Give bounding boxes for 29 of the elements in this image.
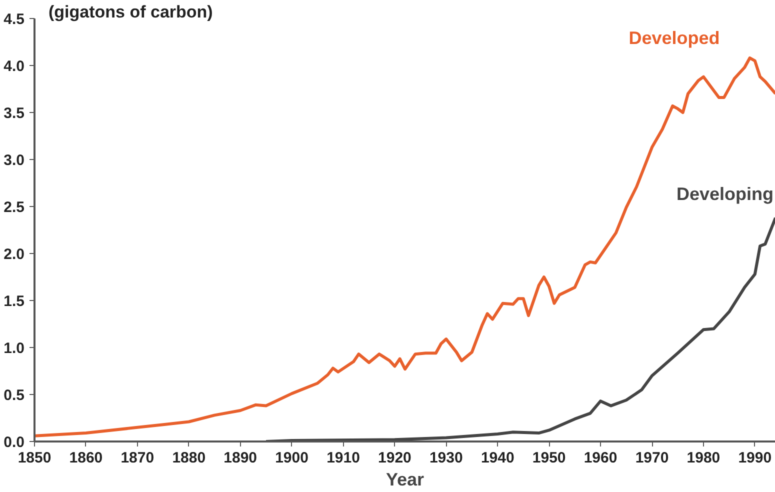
x-tick-label: 1990 [738, 450, 772, 466]
y-tick-label: 4.0 [4, 58, 25, 75]
x-tick-label: 1900 [275, 450, 308, 466]
series-label: Developing [676, 184, 774, 204]
x-tick-label: 1930 [429, 450, 463, 466]
x-tick-label: 1880 [172, 450, 206, 466]
x-tick-label: 1890 [224, 450, 258, 466]
y-tick-label: 3.0 [4, 152, 25, 169]
x-tick-label: 1920 [378, 450, 412, 466]
y-tick-label: 2.5 [4, 199, 25, 216]
x-tick-label: 1850 [18, 450, 52, 466]
x-tick-label: 1970 [635, 450, 669, 466]
x-tick-label: 1910 [326, 450, 360, 466]
x-tick-label: 1950 [532, 450, 566, 466]
y-tick-label: 1.5 [4, 293, 25, 310]
x-axis-title: Year [386, 470, 424, 490]
y-axis-title: (gigatons of carbon) [48, 2, 213, 22]
y-tick-label: 2.0 [4, 246, 25, 263]
x-tick-label: 1940 [480, 450, 514, 466]
y-tick-label: 1.0 [4, 340, 25, 357]
x-tick-label: 1860 [69, 450, 103, 466]
y-tick-label: 0.5 [4, 387, 25, 404]
y-tick-label: 0.0 [4, 434, 25, 451]
x-tick-label: 1870 [120, 450, 154, 466]
y-tick-label: 4.5 [4, 11, 25, 28]
x-tick-label: 1960 [584, 450, 618, 466]
y-tick-label: 3.5 [4, 105, 25, 122]
x-tick-label: 1980 [686, 450, 720, 466]
series-label: Developed [628, 28, 720, 48]
